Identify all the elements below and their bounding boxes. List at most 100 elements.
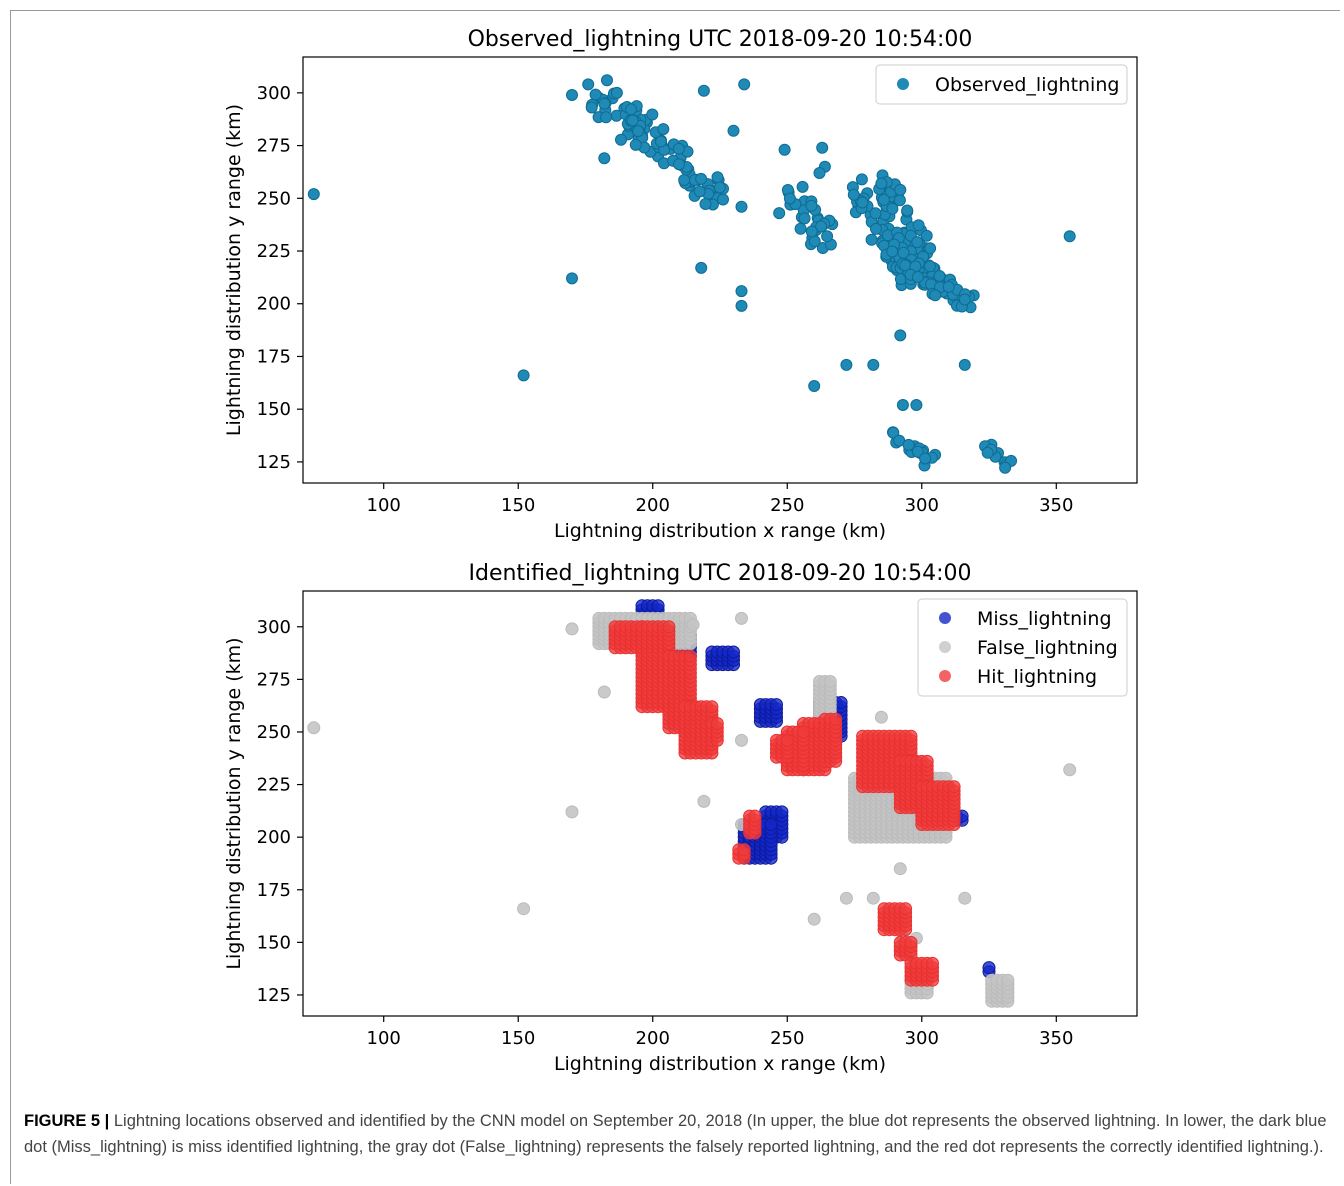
observed-lightning-point (632, 125, 645, 138)
observed-lightning-point (911, 271, 924, 283)
observed-lightning-point (598, 152, 611, 165)
hit-lightning-point (710, 717, 724, 730)
observed-lightning-point (615, 133, 627, 146)
observed-lightning-point (958, 358, 971, 371)
observed-lightning-point (924, 242, 937, 255)
observed-lightning-point (778, 143, 791, 156)
observed-lightning-point (894, 329, 907, 342)
false-lightning-point (1001, 973, 1015, 987)
observed-lightning-point (629, 138, 642, 151)
hit-lightning-point (796, 725, 810, 739)
observed-lightning-point (678, 174, 691, 186)
x-axis-label: Lightning distribution x range (km) (554, 520, 886, 542)
miss-lightning-point (775, 805, 789, 819)
chart-title: Identified_lightning UTC 2018-09-20 10:5… (468, 561, 971, 586)
false-lightning-point (517, 902, 531, 916)
observed-lightning-point (566, 89, 578, 101)
y-tick-label: 175 (257, 346, 291, 367)
y-tick-label: 275 (257, 136, 291, 157)
observed-lightning-point (901, 204, 914, 217)
y-tick-label: 150 (257, 932, 291, 953)
y-tick-label: 275 (257, 669, 291, 690)
observed-lightning-point (601, 74, 613, 87)
legend-marker (939, 641, 951, 653)
observed-lightning-point (798, 212, 811, 225)
observed-lightning-point (699, 198, 712, 210)
observed-lightning-point (894, 183, 907, 196)
legend: Miss_lightning False_lightning Hit_lightni… (917, 598, 1128, 697)
y-tick-label: 150 (257, 399, 291, 420)
observed-lightning-point (673, 158, 685, 171)
observed-lightning-point (896, 399, 909, 411)
false-lightning-point (697, 794, 711, 808)
legend-marker (939, 670, 951, 682)
false-lightning-point (307, 721, 321, 735)
false-lightning-point (807, 912, 821, 926)
x-tick-label: 150 (501, 1028, 535, 1049)
observed-lightning-point (870, 222, 882, 235)
observed-lightning-point (981, 446, 994, 459)
observed-lightning-point (805, 199, 818, 212)
hit-lightning-point (920, 754, 934, 768)
observed-lightning-point (695, 172, 708, 185)
figure-caption: FIGURE 5 | Lightning locations observed … (24, 1108, 1329, 1160)
observed-lightning-point (887, 426, 900, 439)
observed-lightning-point (600, 111, 612, 124)
observed-lightning-point (735, 200, 748, 213)
data-points (307, 74, 1076, 474)
x-tick-label: 150 (501, 495, 535, 516)
observed-lightning-point (920, 229, 933, 242)
observed-lightning-point (657, 123, 670, 136)
false-lightning-point (874, 710, 888, 724)
miss-lightning-point (834, 696, 848, 709)
observed-lightning-point (865, 233, 878, 246)
false-lightning-point (565, 805, 579, 819)
plot-area (302, 56, 1138, 484)
x-tick-label: 300 (905, 1028, 939, 1049)
y-tick-label: 125 (257, 452, 291, 473)
hit-lightning-point (829, 712, 843, 726)
observed-lightning-point (805, 225, 818, 238)
observed-lightning-point (625, 103, 638, 116)
x-tick-label: 100 (367, 495, 401, 516)
observed-lightning-point (942, 280, 955, 293)
observed-lightning-point (910, 399, 923, 411)
observed-lightning-point (735, 285, 748, 298)
observed-lightning-point (693, 185, 706, 198)
hit-lightning-point (737, 843, 751, 857)
y-tick-label: 250 (257, 722, 291, 743)
y-tick-label: 175 (257, 880, 291, 901)
legend-label: Observed_lightning (935, 74, 1119, 96)
caption-text: Lightning locations observed and identif… (24, 1112, 1327, 1156)
observed-lightning-point (877, 193, 890, 206)
legend-label: False_lightning (977, 637, 1118, 659)
observed-lightning-point (713, 181, 726, 194)
hit-lightning-point (947, 780, 961, 794)
legend: Observed_lightning (875, 64, 1128, 105)
y-tick-label: 225 (257, 775, 291, 796)
observed-lightning-point (847, 188, 860, 201)
false-lightning-point (866, 891, 880, 905)
x-tick-label: 250 (770, 1028, 804, 1049)
false-lightning-point (735, 611, 748, 625)
observed-lightning-point (912, 219, 925, 232)
observed-lightning-point (610, 86, 623, 99)
observed-lightning-point (815, 220, 828, 233)
false-lightning-point (597, 685, 611, 699)
observed-lightning-point (794, 222, 807, 235)
false-lightning-point (893, 862, 907, 876)
figure-frame (10, 10, 1340, 1184)
x-tick-label: 250 (770, 495, 804, 516)
observed-lightning-point (598, 97, 611, 110)
observed-lightning-point (672, 142, 685, 155)
miss-lightning-point (982, 961, 996, 975)
observed-lightning-point (886, 202, 899, 215)
hit-lightning-point (899, 902, 913, 916)
x-tick-label: 200 (636, 495, 670, 516)
observed-lightning-point (999, 461, 1012, 474)
y-tick-label: 300 (257, 83, 291, 104)
observed-lightning-point (929, 289, 942, 302)
y-tick-label: 125 (257, 985, 291, 1006)
observed-lightning-point (816, 141, 829, 154)
observed-lightning-point (582, 78, 595, 91)
